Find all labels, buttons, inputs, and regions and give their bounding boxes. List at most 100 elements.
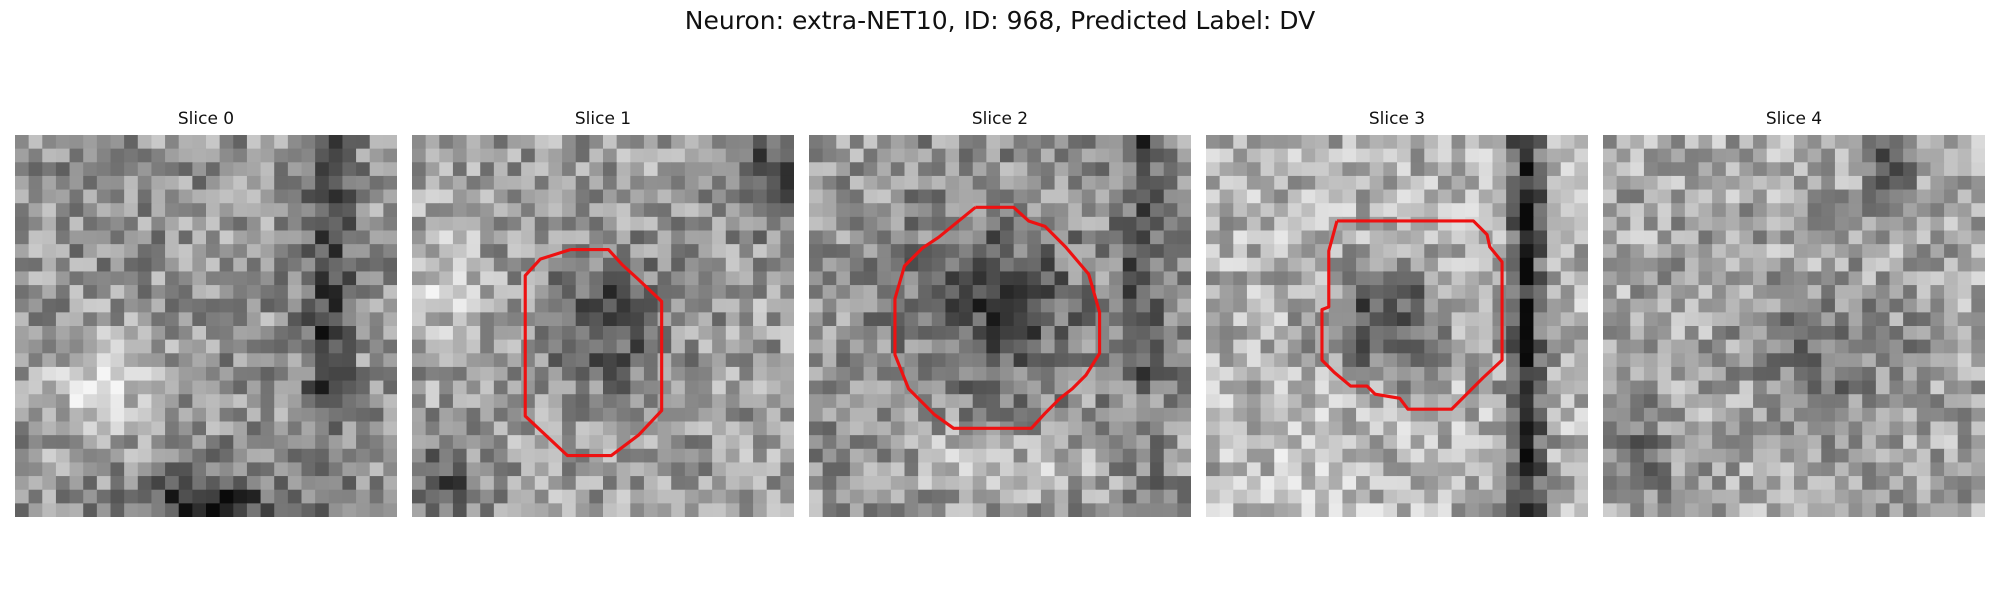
pixel (780, 503, 794, 517)
pixel (1890, 353, 1904, 367)
pixel (1027, 435, 1041, 449)
pixel (494, 503, 508, 517)
pixel (1342, 490, 1356, 504)
pixel (1561, 162, 1575, 176)
pixel (1411, 462, 1425, 476)
pixel (1000, 394, 1014, 408)
pixel (1520, 367, 1534, 381)
pixel (42, 340, 56, 354)
pixel (1533, 435, 1547, 449)
pixel (1944, 190, 1958, 204)
pixel (1000, 326, 1014, 340)
pixel (780, 312, 794, 326)
pixel (179, 271, 193, 285)
pixel (383, 353, 397, 367)
pixel (1356, 503, 1370, 517)
pixel (233, 271, 247, 285)
pixel (864, 299, 878, 313)
pixel (973, 449, 987, 463)
pixel (877, 149, 891, 163)
pixel (1027, 149, 1041, 163)
pixel (1274, 258, 1288, 272)
pixel (233, 462, 247, 476)
pixel (1068, 312, 1082, 326)
pixel (1261, 462, 1275, 476)
pixel (412, 258, 426, 272)
pixel (56, 422, 70, 436)
pixel (945, 285, 959, 299)
pixel (603, 271, 617, 285)
pixel (548, 353, 562, 367)
pixel (1794, 299, 1808, 313)
pixel (1164, 462, 1178, 476)
pixel (850, 353, 864, 367)
pixel (1821, 462, 1835, 476)
pixel (494, 299, 508, 313)
pixel (1630, 340, 1644, 354)
pixel (1274, 340, 1288, 354)
pixel (1452, 381, 1466, 395)
pixel (1109, 162, 1123, 176)
pixel (809, 340, 823, 354)
pixel (233, 435, 247, 449)
pixel (809, 203, 823, 217)
pixel (1726, 476, 1740, 490)
pixel (1315, 271, 1329, 285)
pixel (220, 176, 234, 190)
pixel (508, 231, 522, 245)
pixel (891, 299, 905, 313)
pixel (179, 490, 193, 504)
pixel (1493, 135, 1507, 149)
pixel (823, 231, 837, 245)
pixel (42, 476, 56, 490)
pixel (1849, 476, 1863, 490)
pixel (1397, 312, 1411, 326)
pixel (288, 367, 302, 381)
pixel (1821, 340, 1835, 354)
pixel (426, 135, 440, 149)
pixel (342, 408, 356, 422)
pixel (1424, 326, 1438, 340)
pixel (1123, 490, 1137, 504)
pixel (1315, 462, 1329, 476)
pixel (1082, 340, 1096, 354)
pixel (1617, 367, 1631, 381)
pixel (56, 258, 70, 272)
pixel (986, 340, 1000, 354)
pixel (1971, 408, 1985, 422)
pixel (261, 312, 275, 326)
pixel (1958, 367, 1972, 381)
pixel (535, 203, 549, 217)
pixel (1699, 449, 1713, 463)
pixel (508, 203, 522, 217)
pixel (1574, 217, 1588, 231)
pixel (220, 408, 234, 422)
pixel (467, 408, 481, 422)
pixel (1547, 408, 1561, 422)
pixel (823, 435, 837, 449)
pixel (850, 490, 864, 504)
pixel (726, 176, 740, 190)
pixel (726, 476, 740, 490)
pixel (1767, 271, 1781, 285)
pixel (206, 408, 220, 422)
pixel (891, 381, 905, 395)
pixel (945, 135, 959, 149)
pixel (56, 217, 70, 231)
pixel (1794, 422, 1808, 436)
pixel (1274, 381, 1288, 395)
pixel (1164, 326, 1178, 340)
pixel (453, 203, 467, 217)
pixel (1971, 271, 1985, 285)
pixel (206, 190, 220, 204)
pixel (1574, 490, 1588, 504)
pixel (809, 299, 823, 313)
pixel (1644, 231, 1658, 245)
pixel (959, 490, 973, 504)
pixel (1424, 176, 1438, 190)
pixel (480, 394, 494, 408)
pixel (850, 203, 864, 217)
pixel (56, 149, 70, 163)
pixel (453, 408, 467, 422)
pixel (1794, 435, 1808, 449)
